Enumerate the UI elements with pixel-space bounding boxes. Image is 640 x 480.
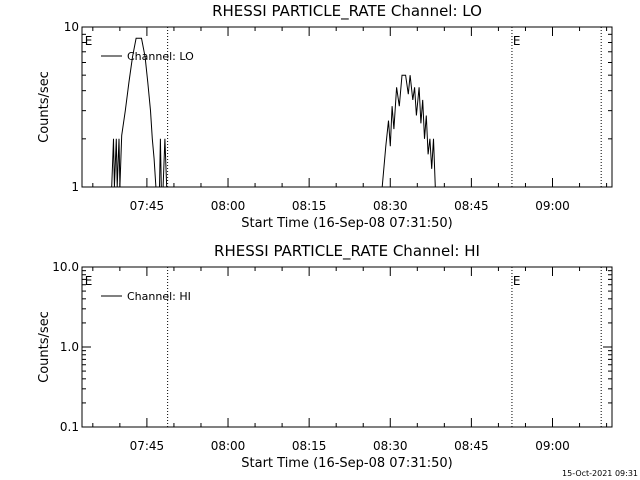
x-tick-label: 08:15 [292,199,327,213]
y-tick-label: 1 [71,180,79,194]
x-tick-label: 07:45 [130,199,165,213]
chart-title: RHESSI PARTICLE_RATE Channel: HI [214,242,480,261]
event-marker: E [513,274,521,288]
chart-title: RHESSI PARTICLE_RATE Channel: LO [212,2,482,21]
x-tick-label: 08:45 [454,439,489,453]
x-tick-label: 07:45 [130,439,165,453]
x-axis-label: Start Time (16-Sep-08 07:31:50) [241,456,452,471]
event-marker: E [513,34,521,48]
y-axis-label: Counts/sec [37,311,52,383]
x-tick-label: 08:30 [373,199,408,213]
x-tick-label: 08:45 [454,199,489,213]
y-tick-label: 1.0 [60,340,79,354]
x-tick-label: 08:00 [211,439,246,453]
x-tick-label: 08:30 [373,439,408,453]
x-tick-label: 08:15 [292,439,327,453]
timestamp: 15-Oct-2021 09:31 [562,469,638,478]
event-marker: E [85,34,93,48]
legend-label: Channel: LO [127,50,194,63]
y-tick-label: 0.1 [60,420,79,434]
chart-panel-2: RHESSI PARTICLE_RATE Channel: HI Start Ti… [37,242,613,471]
x-tick-label: 09:00 [535,439,570,453]
y-tick-label: 10 [64,20,79,34]
event-marker: E [85,274,93,288]
x-tick-label: 09:00 [535,199,570,213]
x-axis-label: Start Time (16-Sep-08 07:31:50) [241,216,452,231]
y-tick-label: 10.0 [52,260,79,274]
x-tick-label: 08:00 [211,199,246,213]
y-axis-label: Counts/sec [37,71,52,143]
chart-panel-1: RHESSI PARTICLE_RATE Channel: LO Start Ti… [37,2,613,231]
legend-label: Channel: HI [127,290,191,303]
series-line [111,37,438,188]
